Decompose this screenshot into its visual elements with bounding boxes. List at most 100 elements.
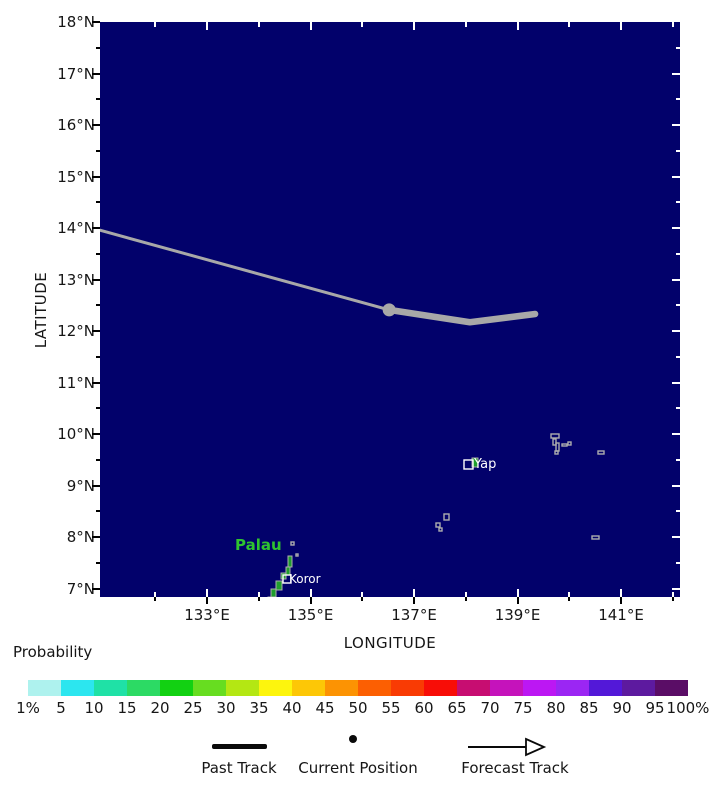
inward-tick-top [620, 22, 622, 30]
inward-tick-top [206, 22, 208, 30]
past-track-symbol [212, 744, 267, 749]
colorbar-tick-label: 45 [315, 699, 335, 717]
forecast-track-line [100, 228, 391, 312]
inward-tick-right [672, 536, 680, 538]
x-major-tick [413, 597, 415, 604]
y-tick-label: 13°N [57, 270, 95, 289]
colorbar-segment [127, 680, 160, 696]
current-position-symbol [349, 735, 357, 743]
x-tick-label: 133°E [184, 606, 230, 624]
place-label-koror: Koror [289, 572, 321, 586]
inward-tick-right [676, 355, 680, 358]
x-minor-tick [568, 597, 571, 601]
island-speck [550, 433, 560, 439]
colorbar-segment [358, 680, 391, 696]
island-speck [435, 522, 441, 528]
y-major-tick [92, 330, 100, 332]
y-major-tick [92, 536, 100, 538]
inward-tick-right [676, 458, 680, 461]
colorbar-tick-label: 5 [56, 699, 66, 717]
inward-tick-right [676, 252, 680, 255]
inward-tick-right [672, 124, 680, 126]
inward-tick-top [361, 22, 364, 27]
y-minor-tick [96, 46, 100, 49]
colorbar-segment [523, 680, 556, 696]
island-speck [555, 442, 560, 452]
inward-tick-bottom [464, 592, 467, 597]
x-minor-tick [257, 597, 260, 601]
inward-tick-right [676, 46, 680, 49]
colorbar-tick-label: 85 [579, 699, 599, 717]
map-canvas [100, 228, 605, 597]
x-minor-tick [361, 597, 364, 601]
colorbar-title: Probability [13, 643, 93, 661]
island [275, 580, 283, 591]
inward-tick-right [672, 227, 680, 229]
inward-tick-top [464, 22, 467, 27]
city-marker [282, 574, 292, 584]
y-major-tick [92, 21, 100, 23]
island [287, 555, 293, 568]
y-axis-title: LATITUDE [32, 271, 50, 349]
island-speck [290, 541, 295, 546]
y-tick-label: 17°N [57, 64, 95, 83]
city-marker [463, 459, 474, 470]
inward-tick-right [676, 149, 680, 152]
colorbar-segment [259, 680, 292, 696]
colorbar-tick-label: 55 [381, 699, 401, 717]
y-minor-tick [96, 561, 100, 564]
y-tick-label: 16°N [57, 116, 95, 134]
inward-tick-bottom [309, 589, 312, 597]
x-minor-tick [154, 597, 157, 601]
y-minor-tick [96, 458, 100, 461]
colorbar-tick-label: 1% [16, 699, 40, 717]
x-major-tick [206, 597, 208, 604]
current-position-label: Current Position [298, 759, 418, 777]
x-tick-label: 141°E [598, 606, 644, 624]
probability-colorbar [28, 680, 688, 696]
inward-tick-bottom [154, 592, 157, 597]
island-speck [552, 438, 557, 446]
x-major-tick [516, 597, 519, 604]
y-minor-tick [96, 510, 100, 513]
inward-tick-right [676, 407, 680, 410]
y-tick-label: 14°N [57, 219, 95, 237]
colorbar-segment [94, 680, 127, 696]
colorbar-segment [160, 680, 193, 696]
island-speck [438, 527, 443, 532]
colorbar-tick-label: 80 [546, 699, 566, 717]
x-minor-tick [464, 597, 467, 601]
inward-tick-right [672, 484, 680, 487]
inward-tick-bottom [257, 592, 260, 597]
inward-tick-right [672, 175, 680, 178]
inward-tick-bottom [568, 592, 571, 597]
island-speck [295, 553, 299, 557]
colorbar-tick-label: 90 [612, 699, 632, 717]
x-minor-tick [671, 597, 674, 601]
island-speck [554, 450, 559, 455]
island-speck [561, 443, 568, 447]
inward-tick-bottom [671, 592, 674, 597]
inward-tick-right [672, 278, 680, 281]
y-minor-tick [96, 355, 100, 358]
y-major-tick [92, 124, 100, 126]
x-major-tick [309, 597, 312, 604]
place-label-palau: Palau [235, 536, 282, 554]
island [471, 457, 479, 468]
colorbar-tick-label: 60 [414, 699, 434, 717]
y-tick-label: 9°N [66, 476, 95, 495]
island-speck [597, 450, 605, 455]
colorbar-segment [391, 680, 424, 696]
y-minor-tick [96, 201, 100, 204]
colorbar-tick-label: 30 [216, 699, 236, 717]
forecast-track-symbol [468, 737, 547, 757]
colorbar-segment [457, 680, 490, 696]
y-major-tick [92, 433, 100, 435]
colorbar-segment [61, 680, 94, 696]
inward-tick-right [672, 433, 680, 435]
inward-tick-top [309, 22, 312, 30]
y-minor-tick [96, 304, 100, 307]
colorbar-segment [655, 680, 688, 696]
inward-tick-bottom [620, 589, 622, 597]
